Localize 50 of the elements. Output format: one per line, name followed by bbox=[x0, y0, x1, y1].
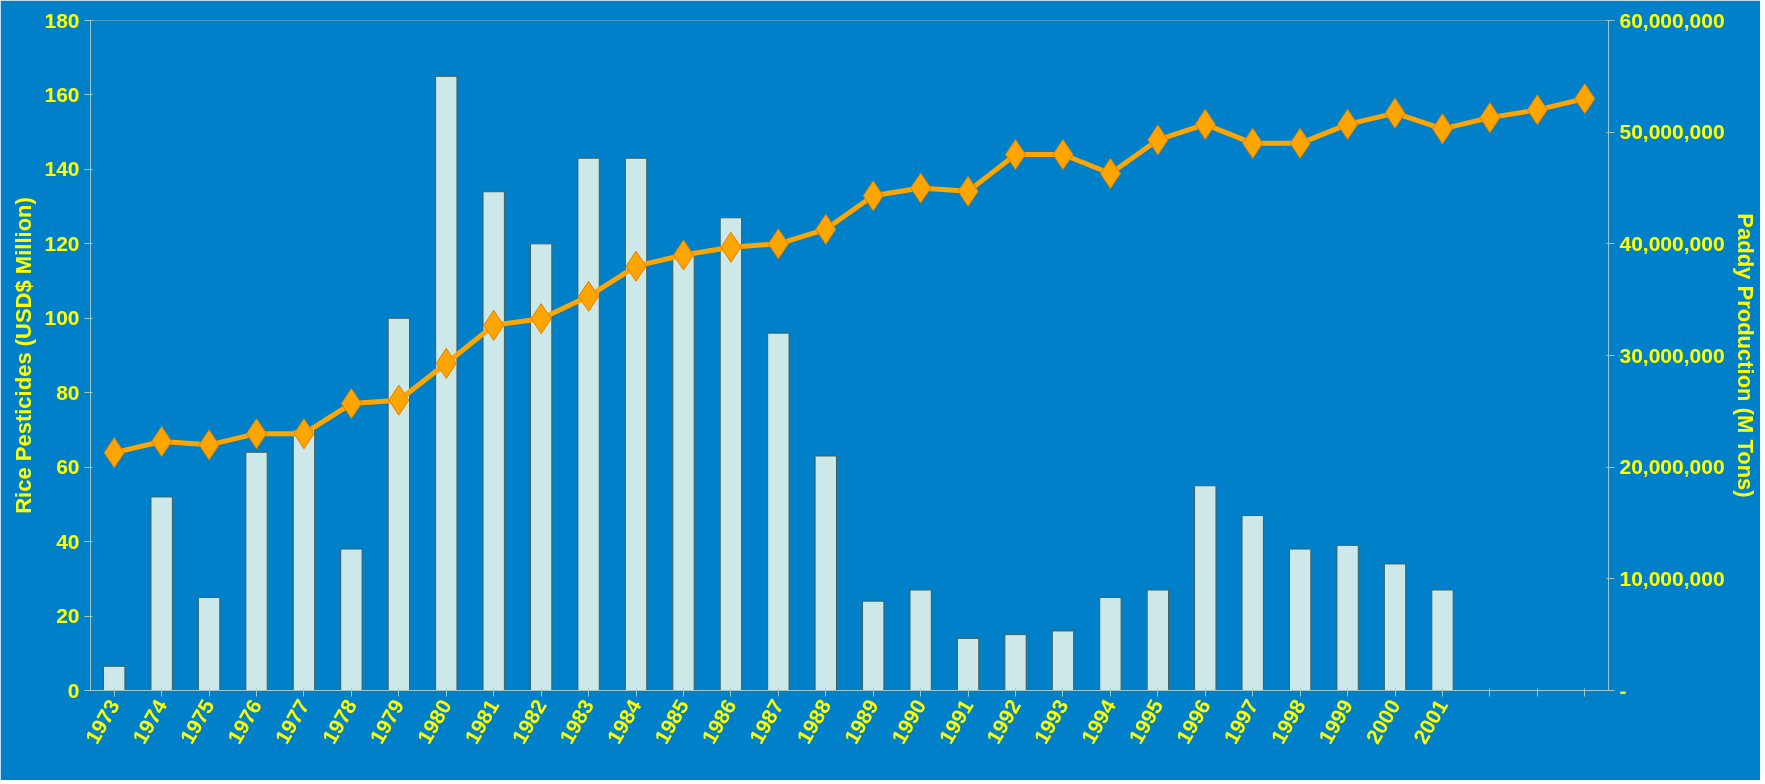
y-tick-label: 20 bbox=[56, 604, 80, 628]
y-tick-label: 100 bbox=[44, 306, 80, 330]
y2-tick-label: 10,000,000 bbox=[1619, 566, 1725, 590]
bar bbox=[150, 496, 173, 691]
y-tick-label: 60 bbox=[56, 455, 80, 479]
bar bbox=[435, 75, 458, 691]
y2-tick-label: 50,000,000 bbox=[1619, 120, 1725, 144]
bar bbox=[719, 217, 743, 691]
bar bbox=[245, 451, 268, 691]
bar bbox=[482, 191, 505, 691]
y2-axis-title: Paddy Production (M Tons) bbox=[1732, 213, 1758, 498]
y-tick-label: 120 bbox=[44, 231, 80, 255]
y2-tick-label: 20,000,000 bbox=[1619, 455, 1725, 479]
bar bbox=[909, 589, 932, 691]
y2-tick-label: 30,000,000 bbox=[1619, 343, 1725, 367]
bar bbox=[624, 157, 648, 691]
y2-tick-label: 60,000,000 bbox=[1619, 8, 1725, 32]
y-tick-label: 80 bbox=[56, 380, 80, 404]
bar bbox=[1146, 589, 1170, 691]
bar bbox=[577, 157, 600, 691]
bar bbox=[1051, 630, 1075, 691]
bar bbox=[956, 637, 980, 691]
bar bbox=[387, 317, 411, 691]
bar bbox=[1288, 548, 1312, 691]
y-axis-title: Rice Pesticides (USD$ Million) bbox=[11, 197, 37, 514]
bar bbox=[1004, 634, 1027, 691]
y-tick-label: 180 bbox=[44, 8, 80, 32]
bar bbox=[1194, 485, 1217, 691]
bar bbox=[814, 455, 837, 691]
bar bbox=[862, 600, 885, 691]
bar bbox=[340, 548, 363, 691]
y2-tick-label: - bbox=[1619, 678, 1627, 702]
bar bbox=[672, 254, 695, 691]
bar bbox=[197, 596, 221, 691]
y-tick-label: 0 bbox=[67, 678, 80, 702]
bar bbox=[529, 243, 553, 691]
point bbox=[1052, 139, 1074, 170]
y-tick-label: 140 bbox=[44, 157, 80, 181]
bar bbox=[292, 429, 316, 691]
bar bbox=[103, 665, 126, 691]
point bbox=[1005, 139, 1027, 170]
y2-tick-label: 40,000,000 bbox=[1619, 231, 1725, 255]
bar bbox=[1431, 589, 1454, 691]
bar bbox=[1099, 596, 1122, 691]
bar bbox=[1383, 563, 1407, 691]
bar bbox=[767, 332, 790, 691]
bar bbox=[1336, 544, 1359, 691]
y-tick-label: 160 bbox=[44, 82, 80, 106]
y-tick-label: 40 bbox=[56, 529, 80, 553]
bar bbox=[1241, 515, 1264, 691]
